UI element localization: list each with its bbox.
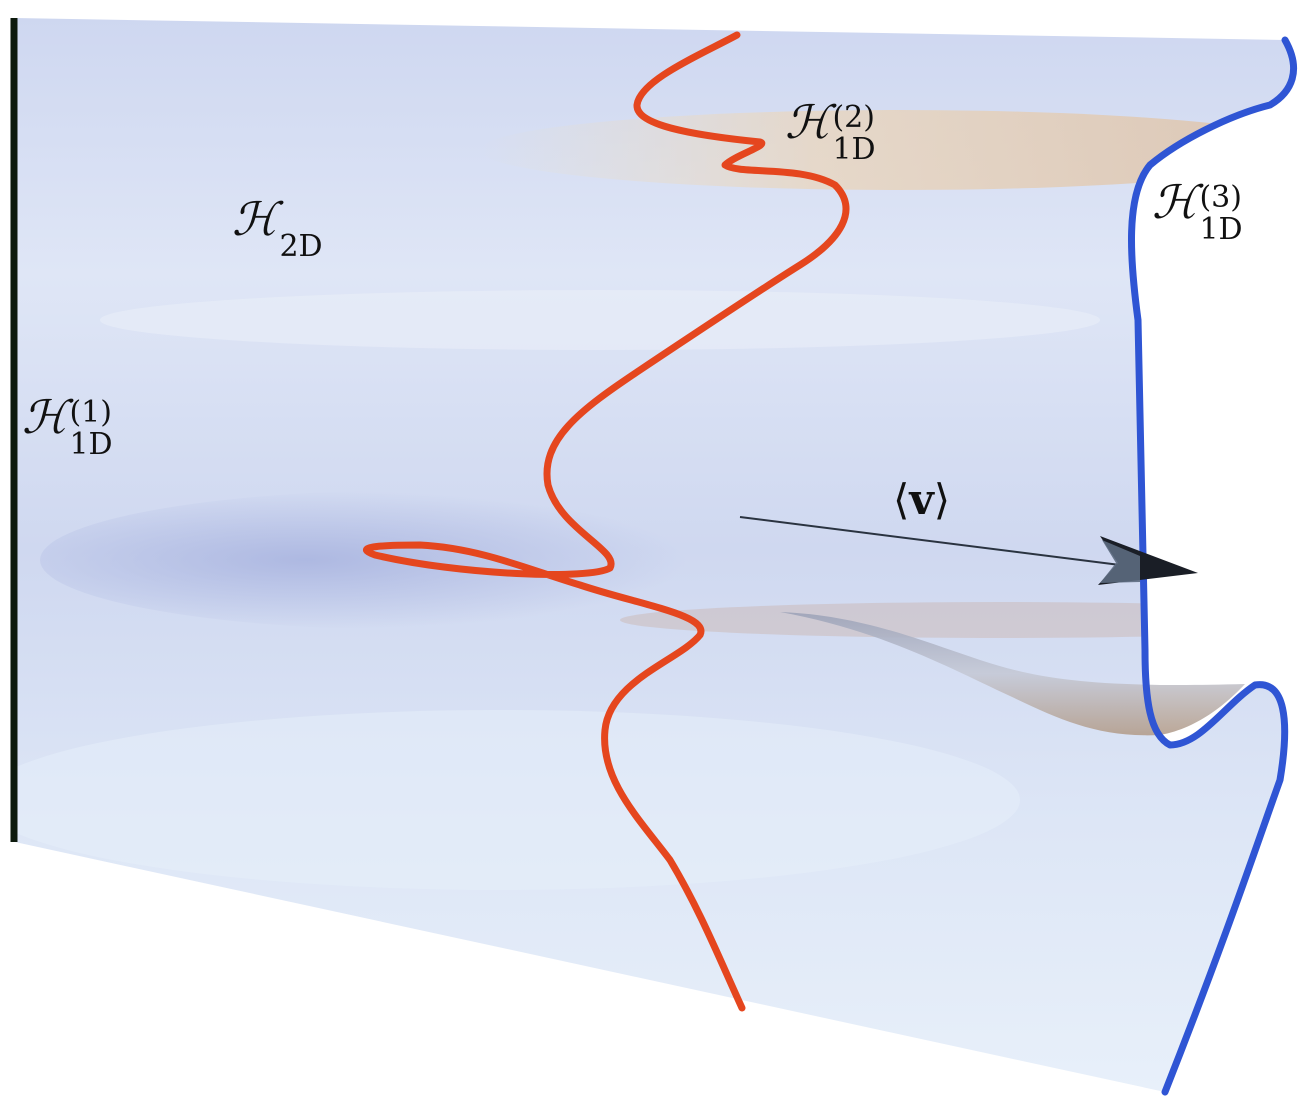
velocity-arrow bbox=[739, 516, 1198, 585]
label-h1d-1: ℋ (1) 1D bbox=[22, 390, 113, 462]
label-velocity: ⟨v⟩ bbox=[893, 475, 951, 524]
interface-3-curve bbox=[1127, 36, 1297, 1096]
interface-2-curve bbox=[362, 31, 850, 1012]
label-h2d: ℋ 2D bbox=[232, 192, 323, 264]
label-h1d-2: ℋ (2) 1D bbox=[785, 95, 876, 167]
label-h1d-3: ℋ (3) 1D bbox=[1152, 175, 1243, 247]
surface-fold bbox=[780, 612, 1245, 736]
